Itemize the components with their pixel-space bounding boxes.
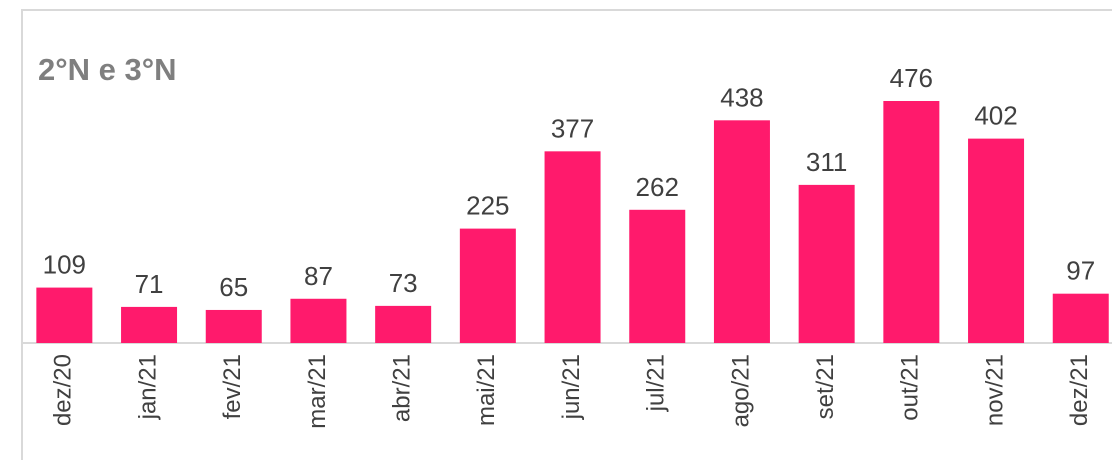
value-label: 109 xyxy=(43,250,86,280)
bar xyxy=(713,120,770,343)
x-tick-label: fev/21 xyxy=(219,354,246,419)
bar xyxy=(798,184,855,343)
value-label: 377 xyxy=(551,113,594,143)
x-tick-label: nov/21 xyxy=(981,354,1008,426)
value-label: 476 xyxy=(890,63,933,93)
value-label: 71 xyxy=(135,269,164,299)
x-tick-label: mar/21 xyxy=(304,354,331,429)
x-tick-label: jul/21 xyxy=(643,354,670,412)
x-tick-label: mai/21 xyxy=(473,354,500,426)
bar xyxy=(1052,293,1109,343)
x-tick-label: ago/21 xyxy=(727,354,754,427)
frame xyxy=(21,9,1112,460)
bar xyxy=(375,305,432,343)
bar xyxy=(205,309,262,343)
x-tick-label: set/21 xyxy=(812,354,839,419)
x-tick-label: jan/21 xyxy=(134,354,161,420)
bar xyxy=(459,228,516,343)
value-label: 311 xyxy=(806,147,847,177)
bar xyxy=(629,209,686,343)
bar xyxy=(544,151,601,343)
x-tick-label: jun/21 xyxy=(558,354,585,420)
x-tick-label: dez/21 xyxy=(1066,354,1093,426)
chart-title: 2°N e 3°N xyxy=(38,52,177,87)
bar xyxy=(36,287,93,343)
value-label: 97 xyxy=(1066,256,1095,286)
bar xyxy=(290,298,347,343)
x-tick-label: dez/20 xyxy=(50,354,77,426)
value-label: 225 xyxy=(466,191,509,221)
value-label: 65 xyxy=(219,272,248,302)
x-tick-label: abr/21 xyxy=(388,354,415,422)
bar xyxy=(121,306,178,343)
value-label: 73 xyxy=(389,268,418,298)
value-label: 402 xyxy=(974,101,1017,131)
bar xyxy=(883,101,940,343)
x-tick-label: out/21 xyxy=(897,354,924,421)
bar xyxy=(968,138,1025,343)
value-label: 262 xyxy=(636,172,679,202)
value-label: 438 xyxy=(720,82,763,112)
value-label: 87 xyxy=(304,261,333,291)
